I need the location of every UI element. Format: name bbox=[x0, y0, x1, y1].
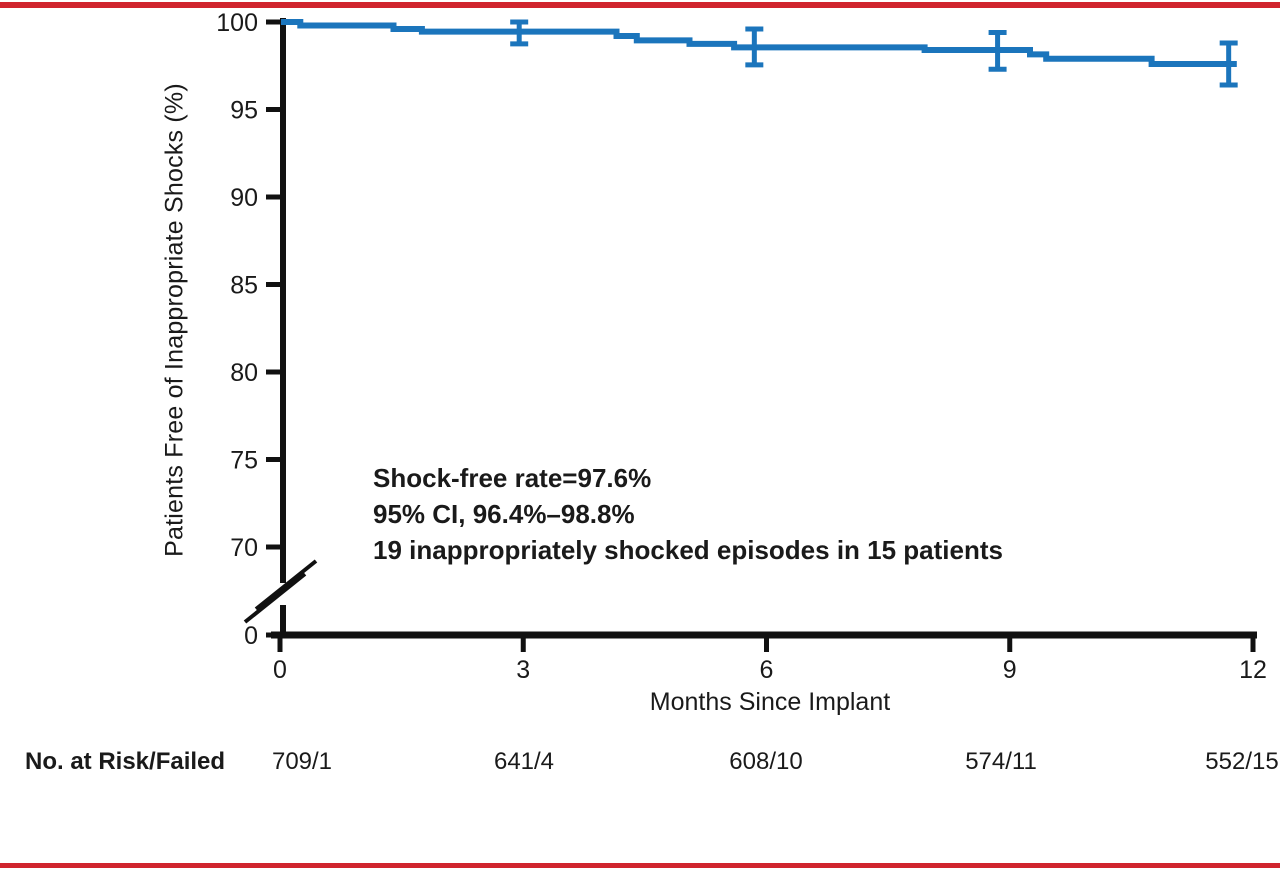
x-axis-title: Months Since Implant bbox=[649, 688, 891, 716]
km-curve-group bbox=[281, 19, 1237, 67]
y-axis-break-slash bbox=[243, 572, 307, 624]
error-bars-group bbox=[510, 19, 1238, 88]
annotation-line-shock-free-rate: Shock-free rate=97.6% bbox=[373, 463, 652, 493]
y-tick-label: 90 bbox=[230, 184, 258, 212]
bottom-red-rule bbox=[0, 863, 1280, 868]
annotation-line-confidence-interval: 95% CI, 96.4%–98.8% bbox=[373, 499, 635, 529]
risk-value-month-12: 552/15 bbox=[1205, 748, 1279, 775]
y-axis-title: Patients Free of Inappropriate Shocks (%… bbox=[160, 83, 189, 557]
y-tick-label: 85 bbox=[230, 272, 258, 300]
risk-value-month-0: 709/1 bbox=[271, 748, 333, 775]
top-red-rule bbox=[0, 2, 1280, 8]
x-tick-label: 0 bbox=[273, 656, 287, 684]
annotation-block: Shock-free rate=97.6% 95% CI, 96.4%–98.8… bbox=[373, 460, 1003, 568]
axes bbox=[243, 18, 1257, 652]
x-tick-label: 6 bbox=[760, 656, 774, 684]
y-tick-label: 80 bbox=[230, 359, 258, 387]
x-tick-label: 12 bbox=[1239, 656, 1267, 684]
y-tick-label: 75 bbox=[230, 447, 258, 475]
x-tick-label: 3 bbox=[516, 656, 530, 684]
y-axis-break-slash bbox=[254, 559, 318, 611]
risk-value-month-6: 608/10 bbox=[729, 748, 803, 775]
y-tick-label: 100 bbox=[216, 9, 258, 37]
annotation-line-episodes: 19 inappropriately shocked episodes in 1… bbox=[373, 535, 1003, 565]
risk-value-month-9: 574/11 bbox=[965, 748, 1037, 775]
y-tick-label-zero: 0 bbox=[244, 622, 258, 650]
tick-labels-group: 100 95 90 85 80 75 70 00 3 6 9 12 bbox=[216, 9, 1267, 684]
y-tick-label: 95 bbox=[230, 97, 258, 125]
km-curve bbox=[281, 19, 1237, 67]
risk-value-month-3: 641/4 bbox=[493, 748, 555, 775]
x-tick-label: 9 bbox=[1003, 656, 1017, 684]
risk-table-row: No. at Risk/Failed 709/1 641/4 608/10 574/1… bbox=[0, 748, 1280, 778]
y-tick-label: 70 bbox=[230, 534, 258, 562]
risk-table-label: No. at Risk/Failed bbox=[25, 748, 226, 775]
